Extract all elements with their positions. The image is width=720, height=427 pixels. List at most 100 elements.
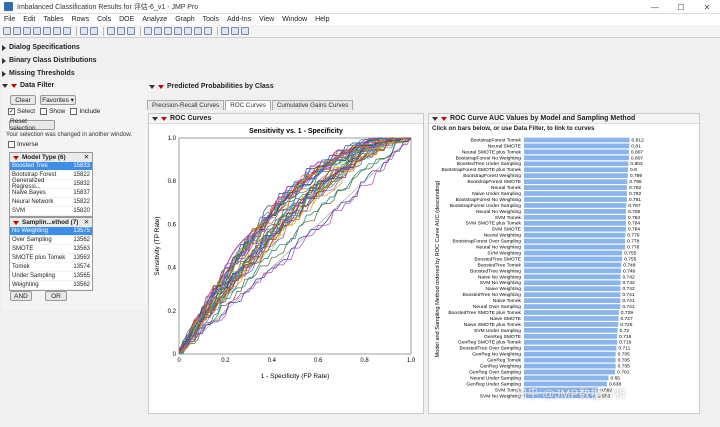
expand-triangle-icon[interactable]: [2, 57, 6, 64]
roc-curve-line[interactable]: [178, 137, 411, 355]
menu-file[interactable]: File: [4, 16, 16, 23]
sampling-method-item[interactable]: Under Sampling 13565: [10, 272, 92, 281]
auc-category-label[interactable]: BootstrapForest Under Sampling: [450, 203, 521, 209]
auc-category-label[interactable]: BoostedTree Over Sampling: [459, 346, 521, 352]
clear-button[interactable]: Clear: [10, 95, 36, 105]
auc-bar[interactable]: [524, 209, 627, 214]
auc-category-label[interactable]: BootstrapForest Weighting: [463, 173, 521, 179]
auc-category-label[interactable]: Neural SMOTE: [488, 143, 522, 149]
auc-bar[interactable]: [524, 167, 628, 173]
tab-precision-recall[interactable]: Precision-Recall Curves: [147, 100, 225, 110]
auc-category-label[interactable]: SVM SMOTE plus Tomek: [466, 221, 522, 227]
auc-category-label[interactable]: BoostedTree Tomek: [478, 262, 522, 268]
auc-category-label[interactable]: SVM Weighting: [487, 250, 521, 256]
auc-bar[interactable]: [524, 304, 621, 309]
auc-bar[interactable]: [524, 333, 618, 339]
close-icon[interactable]: ✕: [83, 219, 89, 226]
outline-dialog-specifications[interactable]: Dialog Specifications: [2, 42, 80, 53]
auc-category-label[interactable]: BootstrapForest SMOTE plus Tomek: [441, 167, 521, 173]
menu-analyze[interactable]: Analyze: [142, 16, 168, 23]
close-icon[interactable]: ✕: [83, 154, 89, 161]
auc-bar[interactable]: [524, 292, 621, 298]
menu-doe[interactable]: DOE: [119, 16, 135, 23]
auc-category-label[interactable]: BoostedTree Weighting: [470, 268, 521, 274]
cut-icon[interactable]: [43, 27, 51, 35]
red-triangle-menu-icon[interactable]: [161, 116, 167, 121]
auc-bar[interactable]: [524, 339, 618, 345]
menu-help[interactable]: Help: [315, 16, 330, 23]
auc-bar[interactable]: [524, 328, 618, 333]
auc-category-label[interactable]: SVM No Weighting: [480, 280, 522, 286]
model-type-item[interactable]: Naive Bayes 15837: [10, 189, 92, 198]
auc-category-label[interactable]: Naive Weighting: [485, 286, 521, 292]
reset-selection-button[interactable]: Reset selection: [9, 118, 55, 132]
roc-curve-line[interactable]: [178, 137, 412, 351]
brush-tool-icon[interactable]: [184, 27, 192, 35]
auc-category-label[interactable]: SVM No Weighting: [480, 393, 522, 399]
copy-icon[interactable]: [53, 27, 61, 35]
auc-bar[interactable]: [524, 393, 596, 399]
line-tool-icon[interactable]: [204, 27, 212, 35]
open-icon[interactable]: [13, 27, 21, 35]
auc-bar[interactable]: [524, 381, 607, 387]
auc-bar[interactable]: [524, 316, 619, 321]
sampling-method-item[interactable]: SMOTE 13563: [10, 245, 92, 254]
auc-bar[interactable]: [524, 274, 621, 280]
auc-category-label[interactable]: GenReg No Weighting: [472, 352, 521, 358]
red-triangle-menu-icon[interactable]: [13, 220, 19, 225]
menu-cols[interactable]: Cols: [97, 16, 112, 23]
auc-category-label[interactable]: Neural No Weighting: [476, 209, 521, 215]
roc-curve-line[interactable]: [178, 137, 411, 353]
auc-category-label[interactable]: BootstrapForest SMOTE: [467, 179, 521, 185]
auc-category-label[interactable]: BootstrapForest Over Sampling: [453, 239, 522, 245]
include-checkbox[interactable]: [70, 108, 78, 115]
print-icon[interactable]: [33, 27, 41, 35]
auc-category-label[interactable]: GenReg SMOTE: [484, 334, 522, 340]
auc-category-label[interactable]: Naive No Weighting: [478, 274, 521, 280]
outline-missing-thresholds[interactable]: Missing Thresholds: [2, 68, 75, 79]
lasso-tool-icon[interactable]: [174, 27, 182, 35]
inverse-checkbox[interactable]: [8, 141, 15, 148]
maximize-button[interactable]: ☐: [677, 2, 685, 12]
collapse-triangle-icon[interactable]: [149, 84, 155, 89]
auc-bar[interactable]: [524, 203, 627, 208]
ellipse-tool-icon[interactable]: [241, 27, 249, 35]
script-icon[interactable]: [127, 27, 135, 35]
auc-category-label[interactable]: Neural Tomek: [491, 185, 522, 191]
minimize-button[interactable]: —: [651, 2, 659, 12]
red-triangle-menu-icon[interactable]: [11, 83, 17, 88]
menu-graph[interactable]: Graph: [175, 16, 195, 23]
auc-bar[interactable]: [524, 155, 629, 161]
auc-bar[interactable]: [524, 149, 629, 155]
or-button[interactable]: OR: [45, 291, 67, 301]
sampling-method-header[interactable]: Samplin...ethod (7) ✕: [10, 218, 92, 227]
auc-category-label[interactable]: Neural SMOTE plus Tomek: [462, 149, 522, 155]
auc-bar[interactable]: [524, 322, 619, 327]
menu-add-ins[interactable]: Add-Ins: [227, 16, 252, 23]
auc-bar[interactable]: [524, 363, 616, 369]
auc-category-label[interactable]: Naive SMOTE: [490, 316, 522, 322]
auc-category-label[interactable]: Naive Tomek: [493, 298, 522, 304]
roc-curve-line[interactable]: [178, 137, 411, 355]
auc-category-label[interactable]: BootstrapForest Tomek: [471, 137, 522, 143]
auc-category-label[interactable]: Neural No Weighting: [476, 245, 521, 251]
auc-category-label[interactable]: GenReg Tomek: [487, 358, 521, 364]
auc-bar[interactable]: [524, 250, 623, 256]
collapse-triangle-icon[interactable]: [432, 116, 438, 121]
auc-category-label[interactable]: Neural Weighting: [484, 233, 522, 239]
auc-category-label[interactable]: SVM Tomek: [495, 387, 522, 393]
model-type-item[interactable]: Generalized Regressi... 15832: [10, 178, 92, 190]
auc-category-label[interactable]: BootstrapForest No Weighting: [456, 155, 522, 161]
outline-data-filter[interactable]: Data Filter: [2, 80, 54, 91]
auc-category-label[interactable]: BootstrapForest No Weighting: [456, 197, 522, 203]
auc-bar[interactable]: [524, 387, 598, 393]
auc-category-label[interactable]: BoostedTree SMOTE plus Tomek: [448, 310, 521, 316]
favorites-dropdown[interactable]: Favorites ▾: [40, 95, 76, 105]
menu-window[interactable]: Window: [282, 16, 308, 23]
auc-category-label[interactable]: SVM Under Sampling: [474, 328, 521, 334]
auc-bar[interactable]: [524, 357, 616, 363]
auc-bar[interactable]: [524, 143, 630, 149]
expand-triangle-icon[interactable]: [2, 70, 6, 77]
auc-panel-header[interactable]: ROC Curve AUC Values by Model and Sampli…: [429, 114, 699, 124]
roc-curve-line[interactable]: [179, 137, 411, 349]
